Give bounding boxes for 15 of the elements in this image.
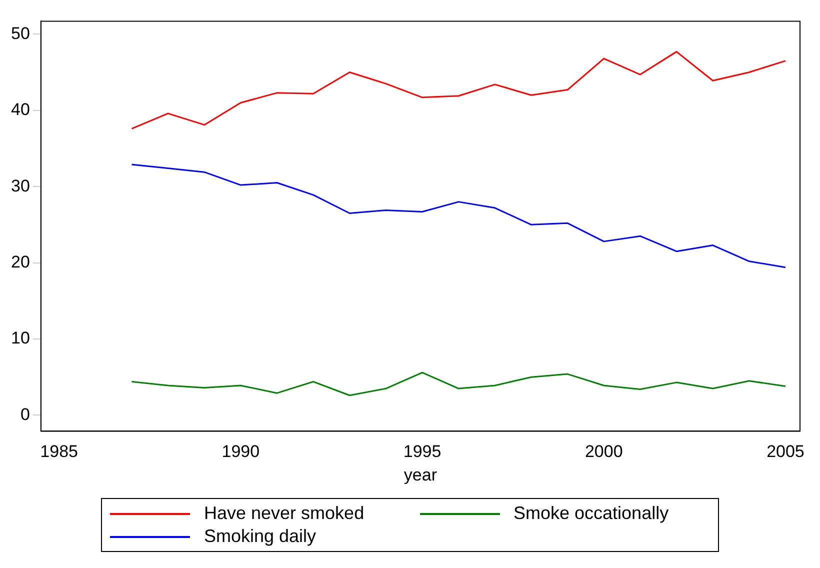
x-tick-label: 2005: [766, 442, 804, 462]
x-tick-label: 1985: [40, 442, 78, 462]
x-tick-label: 1990: [222, 442, 260, 462]
y-tick-label: 50: [10, 24, 30, 43]
x-tick-label: 1995: [403, 442, 442, 462]
y-tick-label: 20: [10, 252, 30, 272]
y-tick-label: 10: [10, 328, 30, 348]
y-tick-label: 0: [20, 404, 30, 424]
x-axis-title: year: [404, 465, 438, 484]
legend-label: Smoking daily: [204, 526, 316, 547]
y-tick-label: 30: [10, 176, 30, 196]
legend-label: Smoke occationally: [514, 503, 669, 524]
legend-label: Have never smoked: [204, 503, 364, 524]
y-tick-label: 40: [10, 100, 30, 120]
x-tick-label: 2000: [584, 442, 623, 462]
